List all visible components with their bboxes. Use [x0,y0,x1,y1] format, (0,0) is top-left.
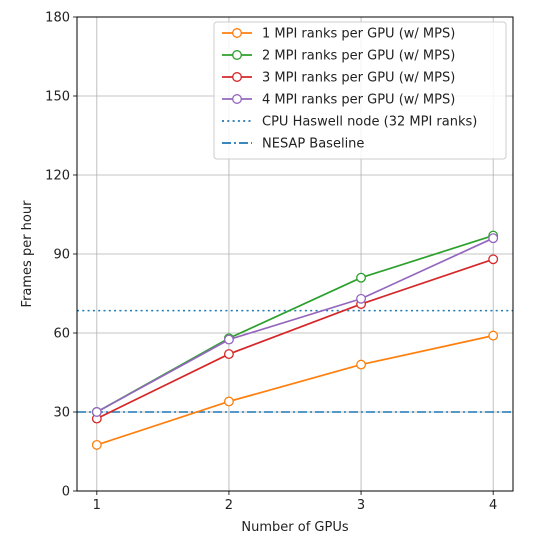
data-point [488,330,499,341]
x-tick-label: 1 [93,498,101,513]
data-point [488,254,499,265]
legend-label: 2 MPI ranks per GPU (w/ MPS) [262,49,455,64]
axis-ticks: 0 30 60 90 120 150 180 1 2 3 4 [45,11,497,514]
legend-label: CPU Haswell node (32 MPI ranks) [262,115,477,130]
x-axis-label: Number of GPUs [241,520,348,535]
data-point [356,293,367,304]
legend-box [213,21,507,160]
y-tick-label: 0 [62,485,70,500]
y-axis-label: Frames per hour [20,200,35,308]
y-tick-label: 120 [45,169,70,184]
data-point [223,334,234,345]
data-point [356,359,367,370]
legend-label: 1 MPI ranks per GPU (w/ MPS) [262,27,455,42]
data-point [488,233,499,244]
legend-swatch-marker [232,28,242,38]
data-point [91,407,102,417]
y-tick-label: 180 [45,11,70,26]
legend-swatch-marker [232,72,242,82]
x-tick-label: 2 [225,498,233,513]
series-line [96,237,494,413]
legend: 1 MPI ranks per GPU (w/ MPS) 2 MPI ranks … [213,21,507,160]
x-tick-label: 3 [357,498,365,513]
y-tick-label: 150 [45,90,70,105]
data-point [356,272,367,283]
legend-label: 3 MPI ranks per GPU (w/ MPS) [262,71,455,86]
legend-swatch-marker [232,94,242,104]
x-tick-label: 4 [489,498,497,513]
reference-lines [77,309,513,413]
y-tick-label: 90 [53,248,70,263]
data-point [223,396,234,407]
data-point [223,349,234,360]
data-point [91,439,102,450]
legend-label: NESAP Baseline [262,137,364,152]
legend-swatch-marker [232,50,242,60]
series-line [96,258,494,420]
y-tick-label: 30 [53,406,70,421]
legend-label: 4 MPI ranks per GPU (w/ MPS) [262,93,455,108]
series-line [96,334,494,446]
y-tick-label: 60 [53,327,70,342]
series-lines [91,230,499,450]
